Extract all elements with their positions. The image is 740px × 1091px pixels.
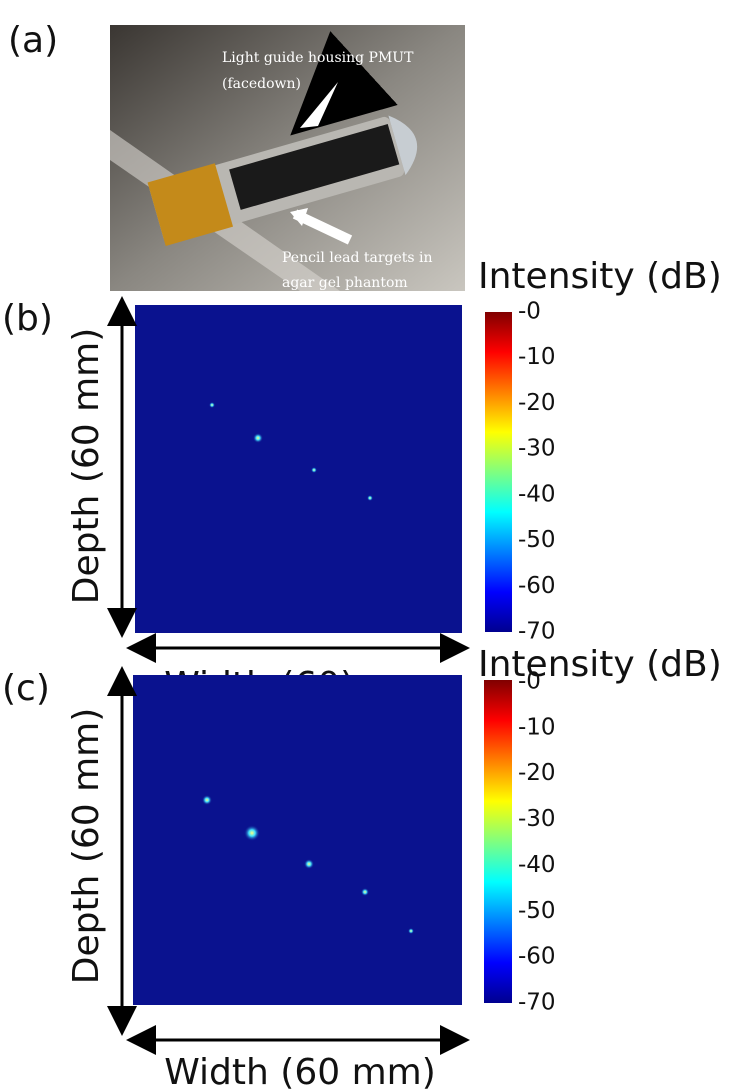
colorbar-tick-label: -50 (518, 527, 556, 553)
colorbar-tick-label: -10 (518, 344, 556, 370)
colorbar-tick-label: -70 (518, 990, 556, 1016)
annotation: (facedown) (222, 76, 301, 92)
colorbar-tick-label: -50 (518, 898, 556, 924)
colorbar (484, 680, 512, 1003)
colorbar-title: Intensity (dB) (478, 644, 722, 685)
photo: Light guide housing PMUT (facedown) Penc… (110, 25, 465, 291)
colorbar-tick-label: -30 (518, 436, 556, 462)
x-axis-label: Width (60 mm) (164, 1052, 436, 1091)
y-axis-label: Depth (60 mm) (66, 328, 107, 605)
colorbar-title: Intensity (dB) (478, 256, 722, 297)
annotation: Light guide housing PMUT (222, 50, 414, 66)
colorbar-tick-label: -0 (518, 669, 541, 695)
annotation: agar gel phantom (282, 275, 408, 291)
colorbar-tick-label: -60 (518, 573, 556, 599)
colorbar-ticks: -0 -10 -20 -30 -40 -50 -60 -70 (518, 299, 556, 645)
panel-label: (a) (8, 20, 58, 61)
colorbar-tick-label: -30 (518, 806, 556, 832)
targets (202, 795, 414, 934)
panel-label: (c) (2, 668, 50, 709)
colorbar-ticks: -0 -10 -20 -30 -40 -50 -60 -70 (518, 669, 556, 1016)
colorbar-tick-label: -70 (518, 619, 556, 645)
colorbar-tick-label: -20 (518, 390, 556, 416)
colorbar-tick-label: -40 (518, 481, 556, 507)
colorbar-tick-label: -10 (518, 714, 556, 740)
colorbar-tick-label: -20 (518, 760, 556, 786)
image (133, 675, 462, 1005)
targets (209, 402, 373, 501)
colorbar (485, 312, 512, 632)
colorbar-tick-label: -0 (518, 299, 541, 325)
colorbar-tick-label: -60 (518, 944, 556, 970)
image (135, 305, 462, 633)
y-axis-label: Depth (60 mm) (66, 708, 107, 985)
panel-label: (b) (2, 298, 53, 339)
annotation: Pencil lead targets in (282, 250, 433, 266)
colorbar-tick-label: -40 (518, 852, 556, 878)
